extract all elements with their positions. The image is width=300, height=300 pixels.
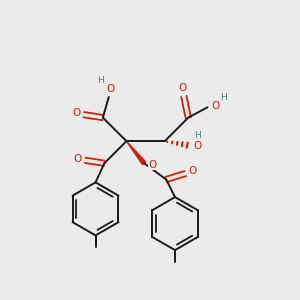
Text: O: O [148, 160, 157, 170]
Text: O: O [74, 154, 82, 164]
Polygon shape [126, 141, 146, 164]
Text: O: O [212, 101, 220, 111]
Text: H: H [97, 76, 104, 85]
Text: H: H [195, 131, 201, 140]
Text: H: H [220, 92, 227, 101]
Text: O: O [189, 166, 197, 176]
Text: O: O [72, 108, 80, 118]
Text: O: O [106, 84, 114, 94]
Text: O: O [194, 141, 202, 151]
Text: O: O [178, 83, 187, 93]
